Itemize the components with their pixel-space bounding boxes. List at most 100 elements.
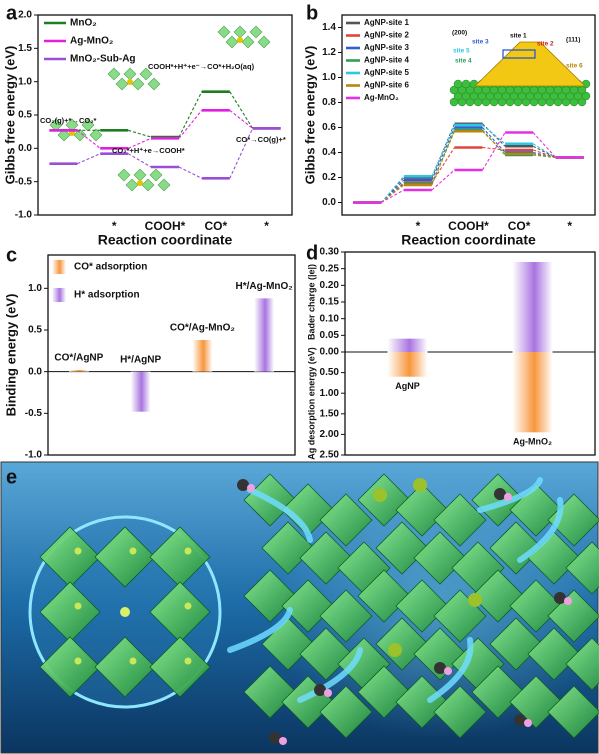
octahedron — [94, 526, 156, 588]
molecule-c — [314, 684, 326, 696]
legend-label: AgNP-site 3 — [364, 43, 409, 52]
octahedron — [299, 531, 353, 585]
molecule-o — [279, 737, 287, 745]
atom — [74, 602, 82, 610]
legend-label: AgNP-site 4 — [364, 56, 409, 65]
legend-label: AgNP-site 6 — [364, 81, 409, 90]
y-tick-label: 0.0 — [322, 197, 336, 208]
x-tick-label: CO* — [508, 219, 531, 233]
molecule-c — [269, 732, 281, 744]
atom-deco — [137, 180, 143, 186]
plot-frame — [47, 254, 296, 456]
molecule-o — [504, 493, 512, 501]
y-tick-label: 1.2 — [322, 47, 336, 58]
connector — [482, 132, 506, 171]
connector — [229, 128, 254, 179]
y-tick-label: 0.5 — [18, 110, 32, 121]
y-tick-label: 0.8 — [322, 97, 336, 108]
connector — [127, 137, 152, 149]
octahedron — [243, 665, 297, 719]
octahedron — [395, 579, 449, 633]
connector — [127, 153, 152, 168]
y-tick-label: 0.05 — [320, 330, 340, 341]
x-axis-label: Reaction coordinate — [98, 232, 233, 248]
connector — [482, 146, 506, 151]
bar — [68, 370, 89, 372]
cluster — [413, 478, 427, 492]
y-tick-label: -1.0 — [15, 210, 33, 221]
flow-arrow — [477, 477, 543, 513]
y-tick-label: -1.0 — [25, 450, 43, 461]
ag-particle — [474, 41, 586, 87]
legend-label: MnO₂ — [70, 18, 97, 29]
structure-deco — [123, 67, 137, 81]
octahedron — [357, 569, 411, 623]
octahedron — [319, 685, 373, 739]
octahedron — [319, 493, 373, 547]
legend-swatch — [52, 260, 66, 274]
plot-frame — [344, 251, 596, 456]
panel-letter: a — [6, 2, 18, 24]
connector — [532, 143, 556, 158]
connector — [431, 169, 455, 191]
octahedron — [357, 665, 411, 719]
octahedron — [547, 589, 599, 643]
annotation: site 6 — [566, 63, 583, 70]
structure-deco — [147, 77, 161, 91]
structure-deco — [49, 118, 63, 132]
category-label: H*/AgNP — [120, 354, 161, 365]
octahedron — [565, 637, 599, 691]
y2-axis-label: Ag desorption energy (eV) — [306, 347, 316, 460]
flow-arrow — [297, 647, 363, 703]
panel-letter: b — [306, 2, 318, 24]
y-tick-label: 1.5 — [18, 43, 32, 54]
connector — [178, 109, 203, 139]
atom — [129, 657, 137, 665]
octahedron — [261, 521, 315, 575]
flow-arrow — [517, 497, 564, 563]
y-tick-label: 0.25 — [320, 263, 340, 274]
x-tick-label: COOH* — [145, 219, 186, 233]
octahedron — [149, 636, 211, 698]
molecule-o — [564, 597, 572, 605]
molecule-o — [524, 719, 532, 727]
x-tick-label: CO* — [204, 219, 227, 233]
structure-deco — [125, 178, 139, 192]
annotation: site 1 — [510, 33, 527, 40]
y-tick-label: 1.00 — [320, 388, 340, 399]
x-tick-label: * — [567, 219, 572, 233]
substrate-atom — [577, 97, 587, 107]
atom — [120, 607, 130, 617]
category-label: CO*/AgNP — [54, 353, 103, 364]
x-tick-label: * — [264, 219, 269, 233]
category-label: Ag-MnO₂ — [513, 437, 552, 447]
structure-deco — [233, 25, 247, 39]
octahedron — [527, 627, 581, 681]
connector — [380, 183, 405, 203]
octahedron — [471, 473, 525, 527]
flow-arrow — [227, 607, 293, 653]
atom-deco — [237, 37, 243, 43]
x-axis-label: Reaction coordinate — [401, 232, 536, 248]
annotation: (200) — [452, 30, 467, 37]
structure-deco — [81, 118, 95, 132]
molecule-o — [444, 667, 452, 675]
connector — [229, 91, 254, 129]
annotation: CO*→CO(g)+* — [236, 135, 286, 144]
molecule-c — [434, 662, 446, 674]
y-axis-label: Gibbs free energy (eV) — [302, 46, 317, 185]
flow-arrow — [427, 637, 474, 703]
bar — [254, 298, 275, 372]
octahedron — [39, 636, 101, 698]
octahedron — [319, 589, 373, 643]
structure-deco — [249, 25, 263, 39]
connector — [431, 124, 456, 177]
connector — [533, 154, 556, 159]
legend-label: Ag-MnO₂ — [364, 93, 399, 102]
atom — [184, 602, 192, 610]
octahedron — [489, 521, 543, 575]
octahedron — [471, 569, 525, 623]
structure-deco — [65, 118, 79, 132]
y-tick-label: -0.5 — [15, 176, 33, 187]
plot-frame — [37, 14, 293, 216]
